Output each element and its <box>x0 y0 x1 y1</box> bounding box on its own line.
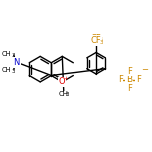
Text: 3: 3 <box>11 69 15 74</box>
Text: −: − <box>141 66 148 75</box>
Text: 3: 3 <box>66 92 69 97</box>
Text: N: N <box>14 58 20 67</box>
Text: F: F <box>136 75 141 84</box>
Text: +: + <box>64 76 69 81</box>
Text: CF: CF <box>91 34 102 43</box>
Text: 3: 3 <box>98 37 102 42</box>
Text: F: F <box>127 84 132 93</box>
Text: F: F <box>127 67 132 76</box>
Text: F: F <box>118 75 123 84</box>
Text: 3: 3 <box>11 53 15 58</box>
Text: B: B <box>126 75 133 84</box>
Text: 3: 3 <box>99 40 103 45</box>
Text: CH: CH <box>59 91 69 97</box>
Text: CH: CH <box>1 67 11 73</box>
Text: CH: CH <box>1 51 11 57</box>
Text: O: O <box>59 77 66 86</box>
Text: CF: CF <box>91 36 102 45</box>
